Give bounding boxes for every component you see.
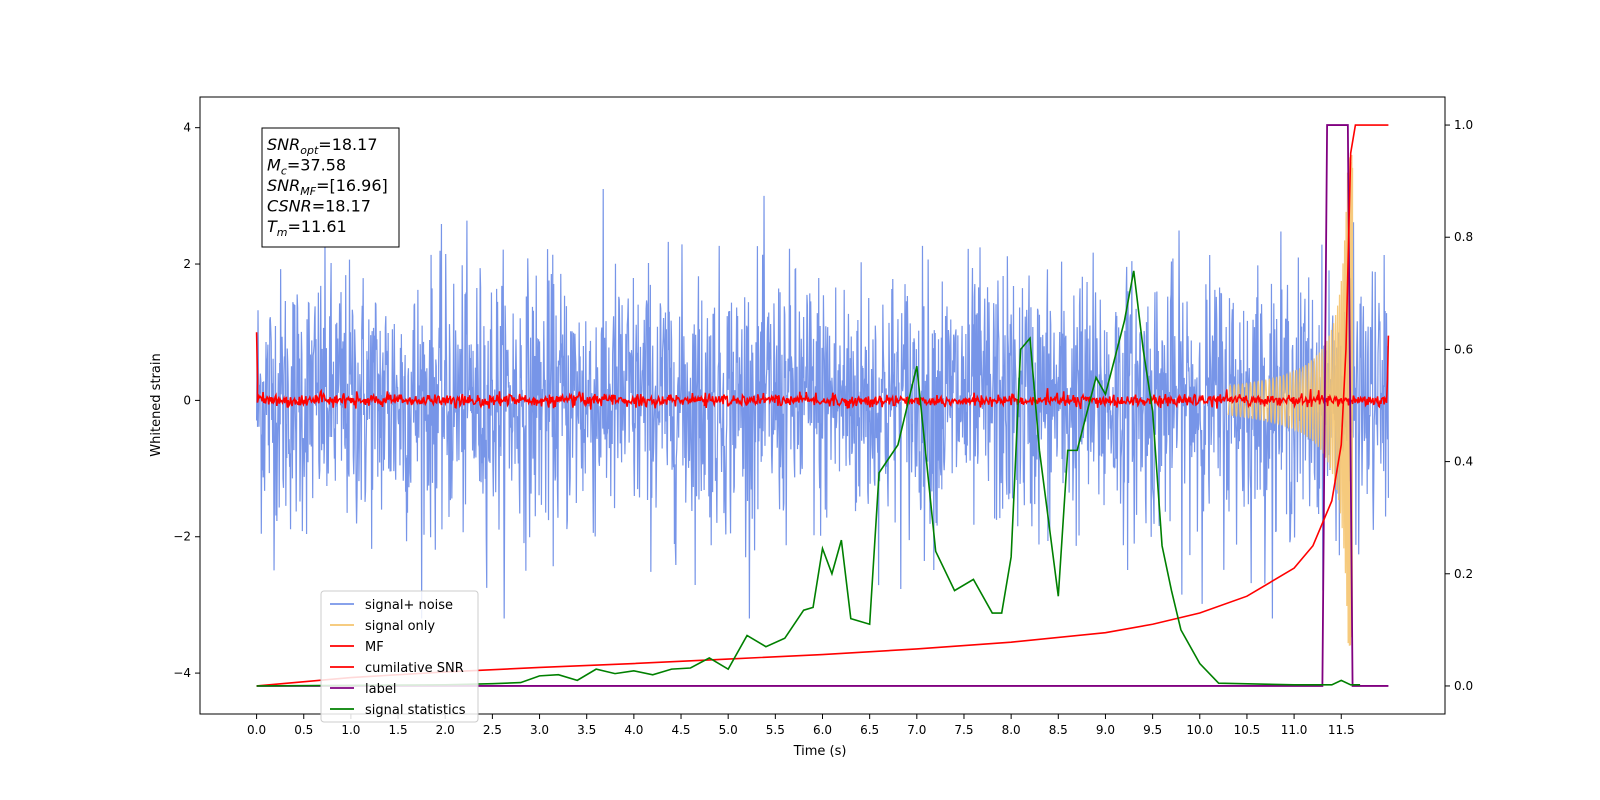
annotation-line: Tm=11.61 (267, 217, 347, 239)
annotation-line: SNRopt=18.17 (267, 135, 378, 157)
x-tick-label: 0.0 (247, 723, 266, 737)
annotation-line: Mc=37.58 (267, 156, 346, 178)
y-tick-label: 0 (183, 393, 191, 407)
x-axis: 0.0 0.5 1.0 1.5 2.0 2.5 3.0 3.5 4.0 4.5 5.0 5.5 6.0 6… (247, 714, 1355, 737)
x-tick-label: 3.5 (577, 723, 596, 737)
mf-series (255, 332, 1390, 410)
signal-only-series (1227, 154, 1354, 646)
cumilative-snr-line (256, 124, 1389, 687)
x-tick-label: 8.0 (1002, 723, 1021, 737)
x-tick-label: 5.0 (719, 723, 738, 737)
x-tick-label: 9.5 (1143, 723, 1162, 737)
x-tick-label: 1.0 (341, 723, 360, 737)
x-tick-label: 8.5 (1049, 723, 1068, 737)
x-tick-label: 7.0 (907, 723, 926, 737)
annotation-line: SNRMF=[16.96] (267, 176, 388, 198)
x-tick-label: 2.5 (483, 723, 502, 737)
y-tick-label: 4 (183, 121, 191, 135)
y2-tick-label: 0.6 (1454, 342, 1473, 356)
annotation-frame (261, 127, 400, 248)
x-tick-label: 9.0 (1096, 723, 1115, 737)
annotation-line: CSNR=18.17 (267, 197, 371, 216)
x-tick-label: 1.5 (389, 723, 408, 737)
y2-tick-label: 1.0 (1454, 118, 1473, 132)
annotation-box: SNRopt=18.17Mc=37.58SNRMF=[16.96]CSNR=18… (261, 127, 400, 248)
y-tick-label: 2 (183, 257, 191, 271)
x-tick-label: 11.0 (1281, 723, 1308, 737)
label-line (256, 124, 1389, 687)
y2-tick-label: 0.2 (1454, 567, 1473, 581)
x-tick-label: 10.0 (1186, 723, 1213, 737)
legend-entry: label (365, 682, 396, 697)
y-axis-label: Whitened strain (149, 353, 164, 456)
legend-entry: signal only (365, 619, 435, 634)
x-tick-label: 10.5 (1234, 723, 1261, 737)
y-tick-label: −4 (173, 666, 191, 680)
plot-area (255, 124, 1390, 687)
legend-entry: cumilative SNR (365, 661, 464, 676)
x-tick-label: 3.0 (530, 723, 549, 737)
y2-tick-label: 0.4 (1454, 455, 1473, 469)
x-tick-label: 2.0 (436, 723, 455, 737)
x-tick-label: 6.5 (860, 723, 879, 737)
y-axis-left: 4 2 0 −2 −4 (173, 121, 200, 680)
signal-only-line (1227, 154, 1354, 646)
y-tick-label: −2 (173, 530, 191, 544)
x-tick-label: 11.5 (1328, 723, 1355, 737)
x-tick-label: 0.5 (294, 723, 313, 737)
y2-tick-label: 0.8 (1454, 230, 1473, 244)
x-tick-label: 4.0 (624, 723, 643, 737)
legend-entry: signal statistics (365, 703, 466, 718)
legend-entry: MF (365, 640, 384, 655)
x-tick-label: 6.0 (813, 723, 832, 737)
y-axis-right: 1.0 0.8 0.6 0.4 0.2 0.0 (1445, 118, 1473, 693)
signal-statistics-line (256, 270, 1361, 687)
legend-frame (320, 590, 479, 723)
right-axis-series (256, 124, 1389, 687)
x-tick-label: 7.5 (954, 723, 973, 737)
y2-tick-label: 0.0 (1454, 679, 1473, 693)
legend-entry: signal+ noise (365, 598, 453, 613)
legend: signal+ noise signal only MF cumilative SNR… (320, 590, 479, 723)
mf-line (255, 332, 1390, 410)
x-axis-label: Time (s) (793, 744, 847, 759)
x-tick-label: 4.5 (671, 723, 690, 737)
x-tick-label: 5.5 (766, 723, 785, 737)
